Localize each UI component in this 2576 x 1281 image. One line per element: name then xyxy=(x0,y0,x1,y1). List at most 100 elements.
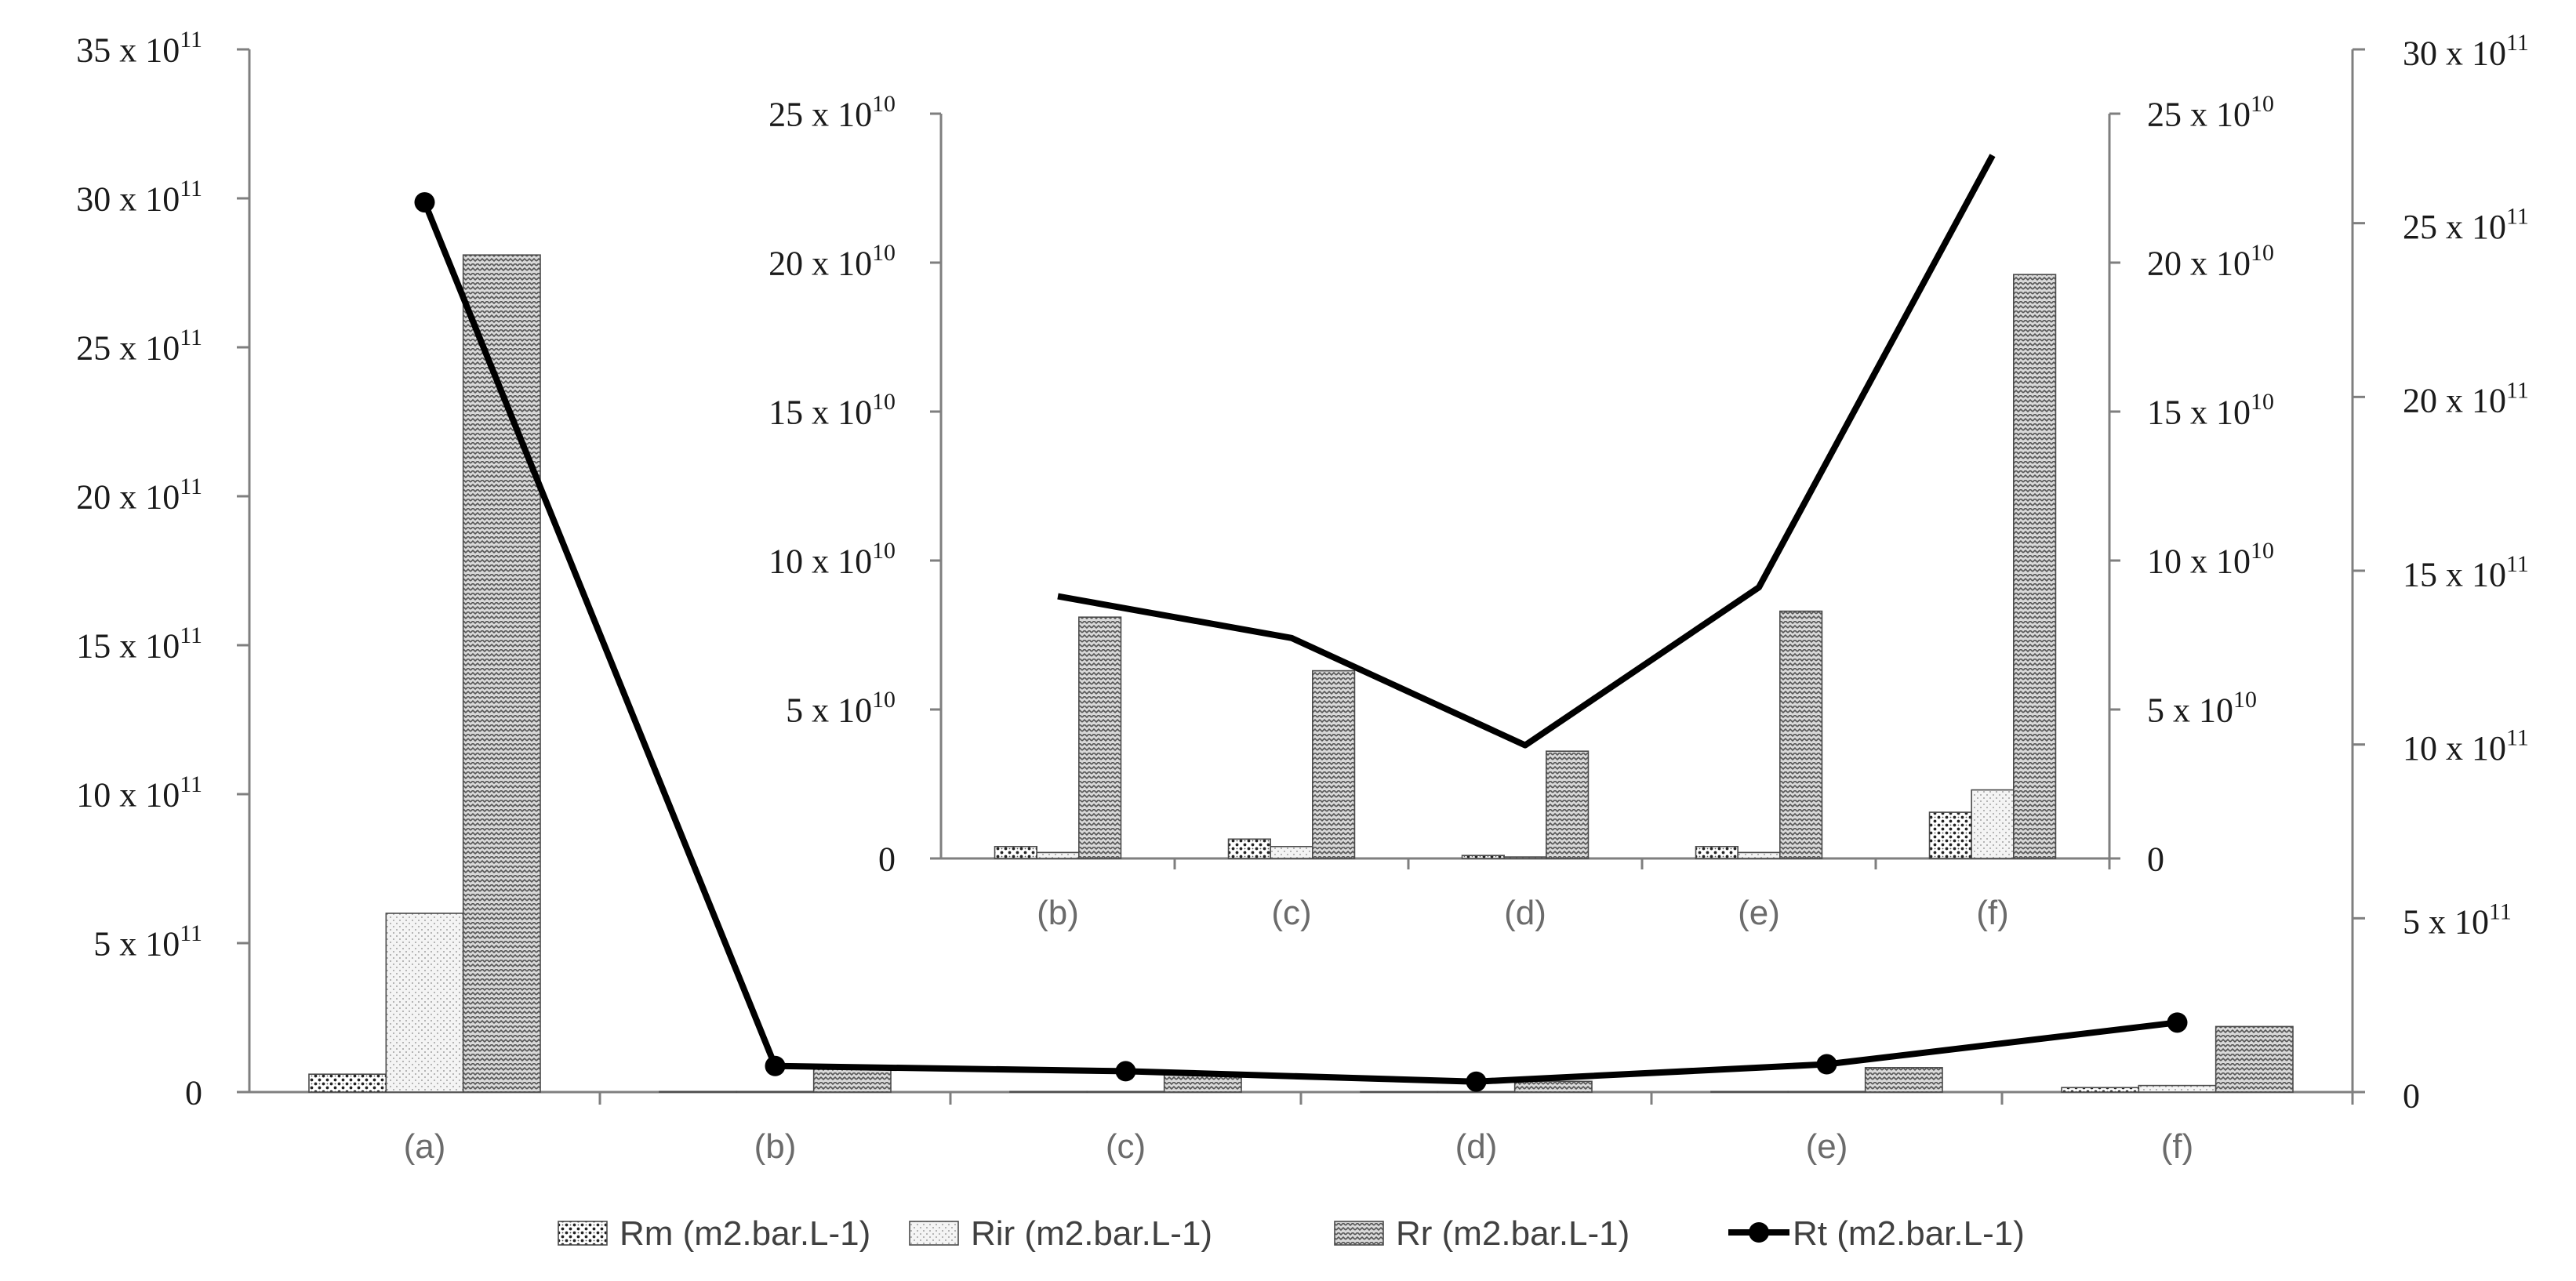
right-tick-label: 20 x 1010 xyxy=(2147,240,2274,282)
category-label: (b) xyxy=(1037,894,1079,932)
bar-weave xyxy=(812,1067,892,1093)
category-label: (d) xyxy=(1504,894,1546,932)
legend-swatch-weave xyxy=(1334,1221,1384,1246)
bar-stipple xyxy=(736,1090,815,1093)
bar-weave xyxy=(1779,610,1823,859)
right-tick-label: 15 x 1010 xyxy=(2147,389,2274,431)
bar-weave xyxy=(1312,670,1356,859)
left-tick-label-base: 15 x 10 xyxy=(76,626,180,665)
legend-swatch-stipple xyxy=(909,1221,959,1246)
left-tick-label: 15 x 1011 xyxy=(76,622,202,665)
right-tick-label-exponent: 10 xyxy=(2251,389,2274,415)
right-tick-label: 0 xyxy=(2403,1076,2420,1115)
right-tick-label-base: 20 x 10 xyxy=(2403,382,2506,420)
right-tick-label: 20 x 1011 xyxy=(2403,377,2529,419)
left-tick-label-exponent: 11 xyxy=(180,325,202,350)
rt-point xyxy=(765,1055,786,1076)
right-tick-label-exponent: 10 xyxy=(2233,687,2257,713)
left-tick-label-exponent: 10 xyxy=(872,91,896,117)
bar-weave xyxy=(1546,750,1590,859)
category-label: (e) xyxy=(1738,894,1780,932)
right-tick-label-exponent: 11 xyxy=(2489,898,2512,924)
bar-dots xyxy=(1461,855,1505,859)
legend-label: Rr (m2.bar.L-1) xyxy=(1396,1214,1630,1253)
legend-label: Rm (m2.bar.L-1) xyxy=(619,1214,870,1253)
rt-point xyxy=(1115,1061,1136,1082)
right-tick-label-base: 15 x 10 xyxy=(2403,555,2506,593)
category-label: (c) xyxy=(1271,894,1311,932)
left-tick-label-exponent: 11 xyxy=(180,27,202,53)
left-tick-label: 10 x 1010 xyxy=(768,538,896,580)
right-tick-label-base: 0 xyxy=(2147,840,2164,878)
left-tick-label-base: 25 x 10 xyxy=(768,95,872,133)
left-tick-label-exponent: 10 xyxy=(872,538,896,564)
left-tick-label-exponent: 10 xyxy=(872,687,896,713)
rt-line xyxy=(1057,154,1996,749)
category-label: (d) xyxy=(1455,1127,1498,1166)
left-tick-label-base: 15 x 10 xyxy=(768,393,872,431)
bar-weave xyxy=(1513,1080,1593,1093)
bar-weave xyxy=(2214,1025,2294,1093)
left-tick-label: 0 xyxy=(185,1073,202,1112)
right-tick-label-exponent: 11 xyxy=(2506,377,2529,403)
left-tick-label: 25 x 1010 xyxy=(768,91,896,133)
rt-line xyxy=(421,201,2178,1085)
right-tick-label: 25 x 1010 xyxy=(2147,91,2274,133)
category-label: (f) xyxy=(1976,894,2009,932)
legend-label: Rir (m2.bar.L-1) xyxy=(971,1214,1212,1253)
left-tick-label: 15 x 1010 xyxy=(768,389,896,431)
left-tick-label-base: 5 x 10 xyxy=(93,924,180,963)
bar-stipple xyxy=(2138,1084,2217,1093)
left-tick-label-exponent: 11 xyxy=(180,771,202,797)
bar-stipple xyxy=(1787,1090,1866,1093)
rt-point xyxy=(414,192,435,213)
right-tick-label-base: 5 x 10 xyxy=(2147,691,2233,729)
category-label: (c) xyxy=(1106,1127,1146,1166)
right-tick-label: 15 x 1011 xyxy=(2403,551,2529,593)
right-tick-label-exponent: 10 xyxy=(2251,91,2274,117)
left-tick-label: 5 x 1010 xyxy=(786,687,896,729)
bar-weave xyxy=(462,254,541,1093)
left-tick-label-base: 10 x 10 xyxy=(768,542,872,580)
right-tick-label-base: 25 x 10 xyxy=(2147,95,2251,133)
legend: Rm (m2.bar.L-1) Rir (m2.bar.L-1) Rr (m2.ba… xyxy=(558,1214,2025,1253)
right-tick-label-exponent: 10 xyxy=(2251,240,2274,266)
rt-point xyxy=(2167,1012,2188,1033)
right-tick-label: 30 x 1011 xyxy=(2403,30,2529,72)
left-tick-label-base: 5 x 10 xyxy=(786,691,872,729)
right-tick-label-base: 15 x 10 xyxy=(2147,393,2251,431)
right-tick-label-exponent: 11 xyxy=(2506,204,2529,230)
legend-swatch-dots xyxy=(558,1221,608,1246)
bar-stipple xyxy=(1503,856,1547,859)
left-tick-label: 5 x 1011 xyxy=(93,920,202,963)
right-tick-label-base: 20 x 10 xyxy=(2147,244,2251,282)
right-tick-label-base: 10 x 10 xyxy=(2147,542,2251,580)
left-tick-label: 20 x 1011 xyxy=(76,474,202,516)
right-tick-label-exponent: 11 xyxy=(2506,725,2529,751)
left-tick-label-base: 0 xyxy=(878,840,896,878)
right-tick-label-exponent: 11 xyxy=(2506,551,2529,577)
category-label: (a) xyxy=(404,1127,446,1166)
left-tick-label: 25 x 1011 xyxy=(76,325,202,367)
bar-dots xyxy=(1695,846,1739,859)
right-tick-label-base: 10 x 10 xyxy=(2403,729,2506,768)
right-tick-label-exponent: 10 xyxy=(2251,538,2274,564)
right-tick-label: 0 xyxy=(2147,840,2164,878)
left-tick-label: 10 x 1011 xyxy=(76,771,202,814)
bar-dots xyxy=(659,1090,738,1093)
bar-dots xyxy=(2061,1087,2140,1093)
bar-stipple xyxy=(1737,851,1781,859)
legend-swatch-marker xyxy=(1749,1222,1769,1243)
left-tick-label-exponent: 11 xyxy=(180,622,202,648)
right-tick-label: 25 x 1011 xyxy=(2403,204,2529,246)
left-tick-label-exponent: 10 xyxy=(872,389,896,415)
left-tick-label-base: 30 x 10 xyxy=(76,180,180,218)
right-tick-label-base: 5 x 10 xyxy=(2403,903,2489,942)
category-label: (e) xyxy=(1806,1127,1848,1166)
right-tick-label-exponent: 11 xyxy=(2506,30,2529,56)
bar-dots xyxy=(308,1073,387,1093)
bar-dots xyxy=(1928,811,1972,859)
